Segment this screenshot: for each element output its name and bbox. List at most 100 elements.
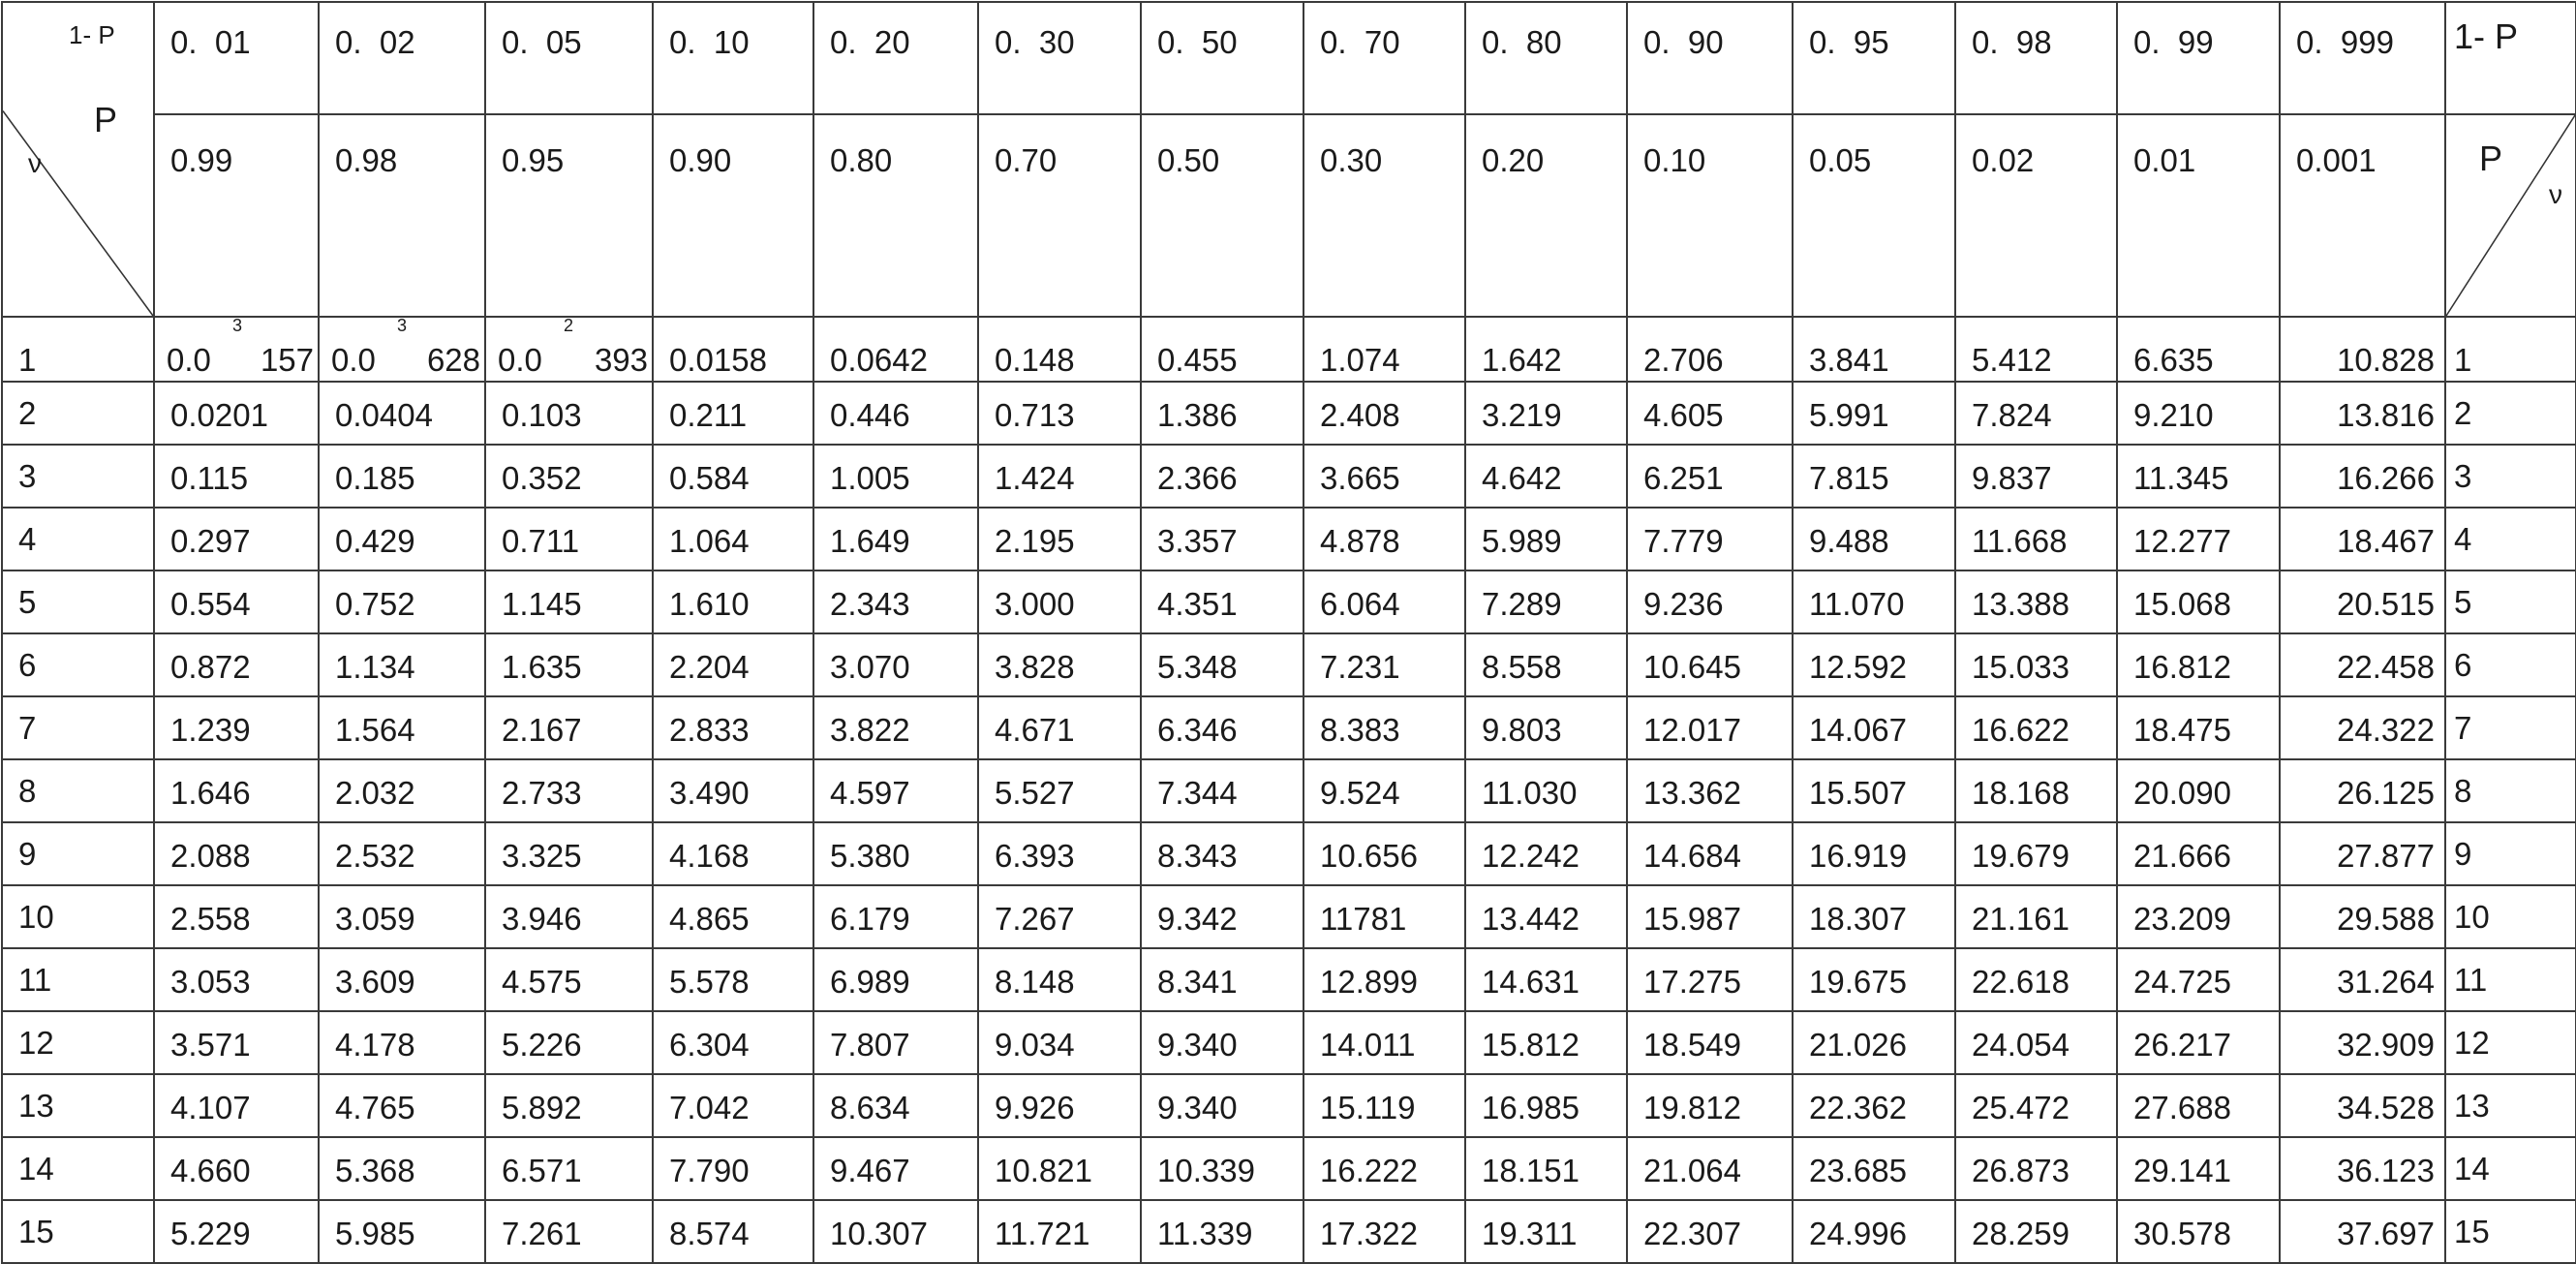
row-nu-right: 15 bbox=[2444, 1199, 2576, 1264]
cell-value: 1.564 bbox=[318, 695, 486, 760]
cell-value: 2.204 bbox=[652, 632, 814, 697]
cell-value: 10.821 bbox=[977, 1136, 1142, 1201]
cell-value: 0.711 bbox=[484, 507, 654, 571]
cell-value: 0.148 bbox=[977, 316, 1142, 383]
cell-value: 12.592 bbox=[1792, 632, 1956, 697]
cell-value: 9.034 bbox=[977, 1010, 1142, 1075]
cell-value: 12.277 bbox=[2116, 507, 2281, 571]
row-nu-right: 11 bbox=[2444, 947, 2576, 1012]
header-p: 0.98 bbox=[318, 113, 486, 318]
table-row: 12 3.571 4.178 5.226 6.304 7.807 9.034 9.340 14.… bbox=[1, 1010, 2576, 1075]
cell-value: 28.259 bbox=[1954, 1199, 2118, 1264]
header-p: 0.50 bbox=[1140, 113, 1304, 318]
table-row: 7 1.239 1.564 2.167 2.833 3.822 4.671 6.346 8.38… bbox=[1, 695, 2576, 760]
cell-value: 15.507 bbox=[1792, 758, 1956, 823]
cell-value: 6.064 bbox=[1303, 570, 1466, 634]
cell-value: 22.362 bbox=[1792, 1073, 1956, 1138]
cell-value: 2.733 bbox=[484, 758, 654, 823]
row-nu-right: 8 bbox=[2444, 758, 2576, 823]
header-row-p: 0.99 0.98 0.95 0.90 0.80 0.70 0.50 0.30 0.20 0.10… bbox=[2, 113, 2576, 318]
row-nu-right: 9 bbox=[2444, 821, 2576, 886]
cell-value: 4.168 bbox=[652, 821, 814, 886]
cell-value: 3.053 bbox=[153, 947, 320, 1012]
cell-value: 18.151 bbox=[1464, 1136, 1628, 1201]
cell-value: 19.812 bbox=[1626, 1073, 1794, 1138]
cell-value: 34.528 bbox=[2279, 1073, 2446, 1138]
header-one-minus-p: 0. 20 bbox=[813, 1, 979, 115]
value-exponent: 3 bbox=[232, 317, 243, 335]
cell-value: 8.341 bbox=[1140, 947, 1304, 1012]
cell-value: 36.123 bbox=[2279, 1136, 2446, 1201]
cell-value: 9.926 bbox=[977, 1073, 1142, 1138]
cell-value: 1.134 bbox=[318, 632, 486, 697]
header-p: 0.99 bbox=[153, 113, 320, 318]
header-p: 0.001 bbox=[2279, 113, 2446, 318]
cell-value: 20.090 bbox=[2116, 758, 2281, 823]
cell-value: 7.824 bbox=[1954, 381, 2118, 446]
header-one-minus-p: 0. 98 bbox=[1954, 1, 2118, 115]
value-tail: 157 bbox=[260, 342, 314, 378]
cell-value: 21.026 bbox=[1792, 1010, 1956, 1075]
cell-value: 17.322 bbox=[1303, 1199, 1466, 1264]
header-one-minus-p: 0. 50 bbox=[1140, 1, 1304, 115]
cell-value: 6.989 bbox=[813, 947, 979, 1012]
cell-value: 7.779 bbox=[1626, 507, 1794, 571]
cell-value: 0.455 bbox=[1140, 316, 1304, 383]
row-nu-right: 2 bbox=[2444, 381, 2576, 446]
cell-value: 19.311 bbox=[1464, 1199, 1628, 1264]
cell-value: 5.229 bbox=[153, 1199, 320, 1264]
row-nu: 5 bbox=[1, 570, 155, 634]
cell-value: 20.515 bbox=[2279, 570, 2446, 634]
header-p: 0.90 bbox=[652, 113, 814, 318]
cell-value: 7.790 bbox=[652, 1136, 814, 1201]
header-one-minus-p: 0. 80 bbox=[1464, 1, 1628, 115]
cell-value: 9.340 bbox=[1140, 1073, 1304, 1138]
cell-value: 5.578 bbox=[652, 947, 814, 1012]
cell-value: 2.032 bbox=[318, 758, 486, 823]
cell-value: 12.899 bbox=[1303, 947, 1466, 1012]
cell-value: 13.362 bbox=[1626, 758, 1794, 823]
cell-value: 0.211 bbox=[652, 381, 814, 446]
cell-value: 24.725 bbox=[2116, 947, 2281, 1012]
cell-value: 11.721 bbox=[977, 1199, 1142, 1264]
cell-value: 6.346 bbox=[1140, 695, 1304, 760]
cell-value: 11.668 bbox=[1954, 507, 2118, 571]
value-base: 0.0 bbox=[498, 342, 542, 378]
cell-value: 3.219 bbox=[1464, 381, 1628, 446]
cell-value: 7.261 bbox=[484, 1199, 654, 1264]
row-nu: 8 bbox=[1, 758, 155, 823]
header-p: 0.01 bbox=[2116, 113, 2281, 318]
cell-value: 5.892 bbox=[484, 1073, 654, 1138]
cell-value: 22.458 bbox=[2279, 632, 2446, 697]
cell-value: 1.635 bbox=[484, 632, 654, 697]
row-nu-right: 1 bbox=[2444, 316, 2576, 383]
cell-value: 9.210 bbox=[2116, 381, 2281, 446]
row-nu-right: 14 bbox=[2444, 1136, 2576, 1201]
row-nu-right: 10 bbox=[2444, 884, 2576, 949]
row-nu: 15 bbox=[1, 1199, 155, 1264]
header-p: 0.80 bbox=[813, 113, 979, 318]
cell-value: 24.054 bbox=[1954, 1010, 2118, 1075]
cell-value: 14.067 bbox=[1792, 695, 1956, 760]
cell-value: 11.070 bbox=[1792, 570, 1956, 634]
header-one-minus-p: 0. 30 bbox=[977, 1, 1142, 115]
row-nu-right: 4 bbox=[2444, 507, 2576, 571]
cell-value: 14.631 bbox=[1464, 947, 1628, 1012]
diagonal-line bbox=[2447, 116, 2574, 315]
row-nu-right: 13 bbox=[2444, 1073, 2576, 1138]
cell-value: 1.074 bbox=[1303, 316, 1466, 383]
cell-value: 3.822 bbox=[813, 695, 979, 760]
cell-value: 11781 bbox=[1303, 884, 1466, 949]
cell-value: 5.991 bbox=[1792, 381, 1956, 446]
cell-value: 5.226 bbox=[484, 1010, 654, 1075]
cell-value: 7.231 bbox=[1303, 632, 1466, 697]
row-nu: 14 bbox=[1, 1136, 155, 1201]
row-nu: 10 bbox=[1, 884, 155, 949]
corner-left-nu: ν bbox=[28, 148, 42, 178]
header-row-one-minus-p: 1- P P ν 0. 01 0. 02 0. 05 0. 10 0. 20 0. 30 0… bbox=[1, 1, 2576, 318]
cell-value: 2.195 bbox=[977, 507, 1142, 571]
cell-value: 8.383 bbox=[1303, 695, 1466, 760]
cell-value: 15.812 bbox=[1464, 1010, 1628, 1075]
header-one-minus-p: 0. 02 bbox=[318, 1, 486, 115]
cell-value: 3.946 bbox=[484, 884, 654, 949]
